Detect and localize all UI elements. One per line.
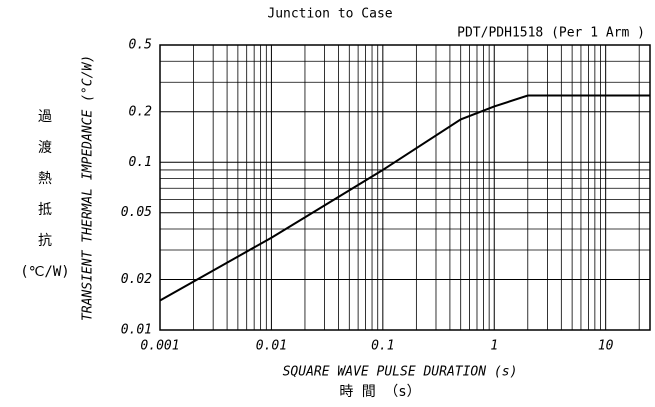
- x-axis-label: SQUARE WAVE PULSE DURATION (s): [283, 365, 518, 380]
- chart-title: Junction to Case: [267, 7, 392, 22]
- y-tick-label: 0.01: [121, 323, 152, 338]
- y-axis-label: TRANSIENT THERMAL IMPEDANCE (°C/W): [81, 55, 96, 321]
- plot-frame: [159, 44, 651, 331]
- y-axis-label-ja: 熱: [38, 171, 52, 187]
- x-axis-label-ja: 時 間 （s）: [339, 384, 420, 400]
- y-tick-label: 0.05: [121, 205, 152, 220]
- y-axis-label-ja: 渡: [38, 140, 52, 156]
- y-tick-label: 0.02: [121, 272, 152, 287]
- y-axis-label-ja: 抵: [38, 202, 52, 218]
- x-tick-label: 1: [490, 339, 498, 354]
- y-tick-label: 0.2: [129, 104, 153, 119]
- y-tick-label: 0.5: [129, 38, 153, 53]
- x-tick-label: 0.001: [140, 339, 179, 354]
- series-line: [159, 94, 650, 302]
- x-tick-label: 0.01: [256, 339, 287, 354]
- y-tick-label: 0.1: [129, 155, 152, 170]
- y-axis-label-ja: 過: [38, 109, 52, 125]
- x-tick-label: 10: [598, 339, 614, 354]
- y-axis-label-ja: (℃/W): [20, 264, 69, 280]
- y-axis-label-ja: 抗: [38, 233, 52, 249]
- x-tick-label: 0.1: [371, 339, 394, 354]
- chart-subtitle: PDT/PDH1518 (Per 1 Arm ): [457, 26, 645, 41]
